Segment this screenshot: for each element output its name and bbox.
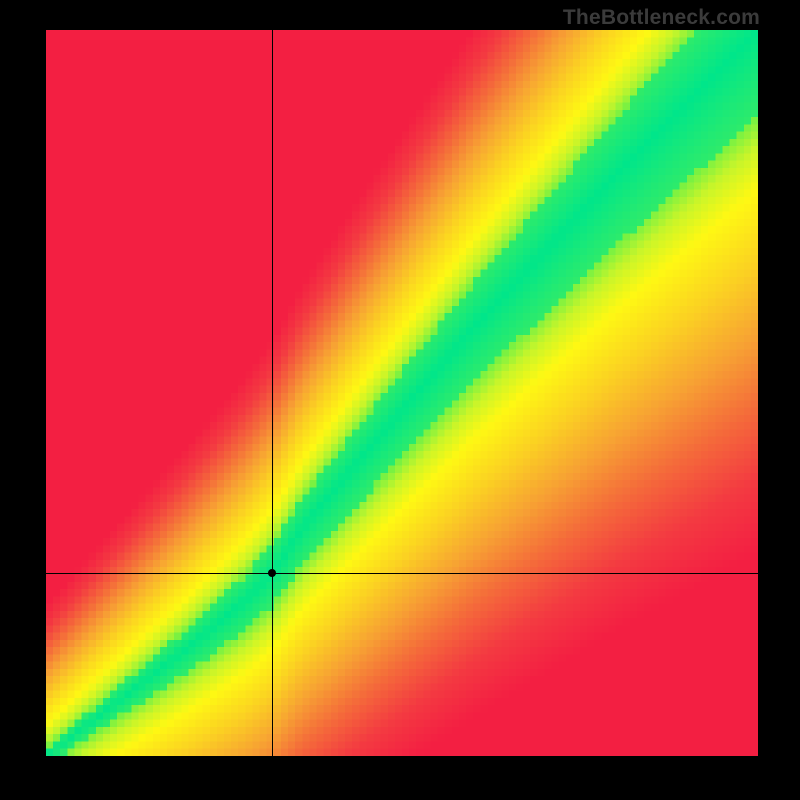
bottleneck-heatmap xyxy=(46,30,758,756)
chart-container: TheBottleneck.com xyxy=(0,0,800,800)
watermark-label: TheBottleneck.com xyxy=(563,6,760,30)
crosshair-vertical-line xyxy=(272,30,273,756)
crosshair-horizontal-line xyxy=(46,573,758,574)
